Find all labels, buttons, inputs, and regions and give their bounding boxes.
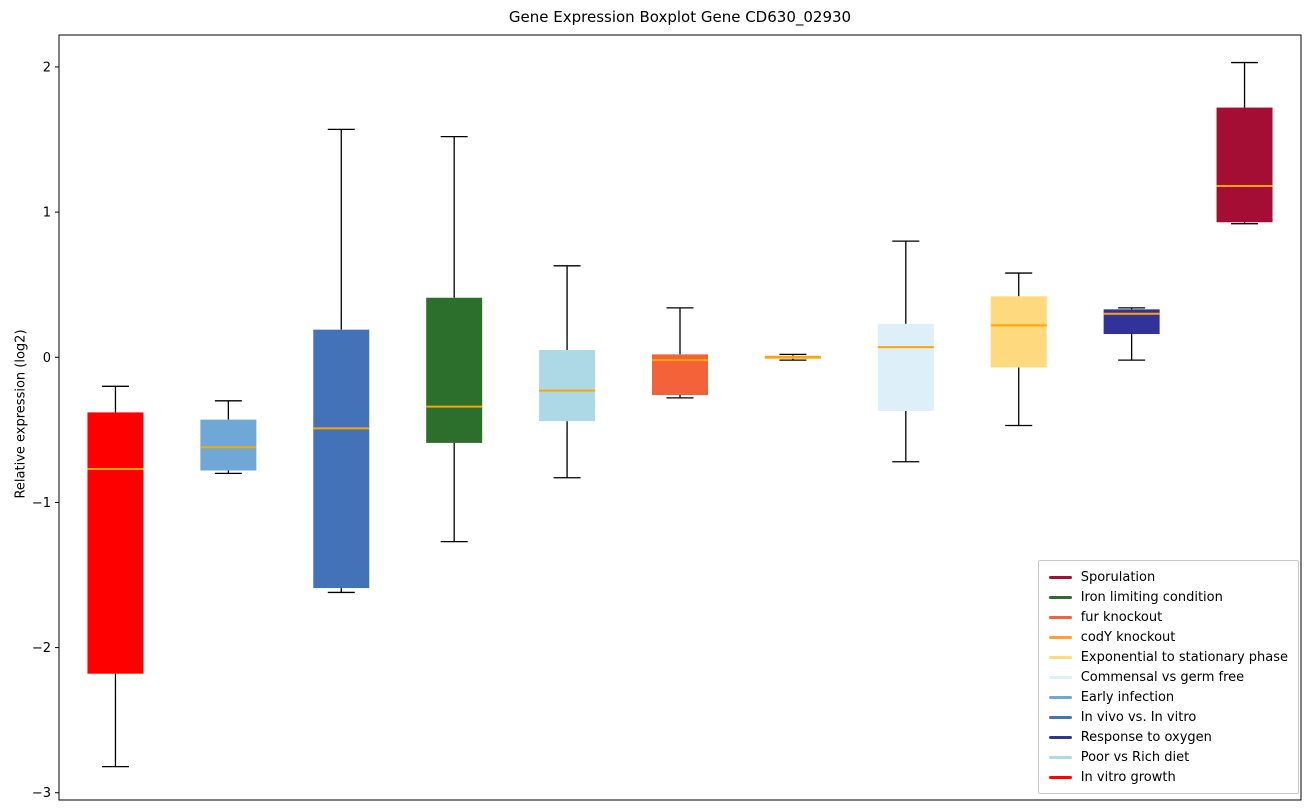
- box-rect: [87, 412, 144, 674]
- legend-label: Sporulation: [1080, 569, 1156, 585]
- boxplot-group-3: [313, 128, 370, 594]
- y-tick-label: −2: [32, 641, 51, 656]
- legend-swatch: [1048, 695, 1072, 699]
- legend: Sporulation Iron limiting condition fur kn…: [1037, 560, 1299, 794]
- boxplot-group-9: [990, 272, 1047, 427]
- legend-swatch: [1048, 715, 1072, 719]
- legend-item: In vivo vs. In vitro: [1048, 707, 1288, 727]
- legend-label: codY knockout: [1080, 629, 1176, 645]
- legend-label: Early infection: [1080, 689, 1175, 705]
- legend-label: Exponential to stationary phase: [1080, 649, 1288, 665]
- boxplot-group-7: [764, 353, 821, 361]
- legend-swatch: [1048, 655, 1072, 659]
- box-rect: [313, 329, 370, 589]
- legend-swatch: [1048, 735, 1072, 739]
- y-tick-label: 2: [43, 60, 51, 75]
- legend-item: Early infection: [1048, 687, 1288, 707]
- boxplot-group-1: [87, 385, 144, 768]
- legend-item: Poor vs Rich diet: [1048, 747, 1288, 767]
- boxplot-group-5: [539, 265, 596, 479]
- legend-swatch: [1048, 595, 1072, 599]
- box-rect: [539, 350, 596, 422]
- legend-label: Response to oxygen: [1080, 729, 1212, 745]
- y-tick-label: −1: [32, 496, 51, 511]
- axes-frame: [58, 34, 1302, 801]
- legend-item: In vitro growth: [1048, 767, 1288, 787]
- legend-item: Response to oxygen: [1048, 727, 1288, 747]
- y-tick-label: 0: [43, 351, 51, 366]
- y-tick-label: −3: [32, 786, 51, 801]
- legend-item: Sporulation: [1048, 567, 1288, 587]
- legend-item: Exponential to stationary phase: [1048, 647, 1288, 667]
- legend-label: Iron limiting condition: [1080, 589, 1223, 605]
- chart-title: Gene Expression Boxplot Gene CD630_02930: [508, 8, 852, 26]
- box-rect: [1216, 107, 1273, 223]
- boxplot-group-8: [877, 240, 934, 463]
- boxplot-group-2: [200, 400, 257, 475]
- y-tick-label: 1: [43, 206, 51, 221]
- legend-swatch: [1048, 615, 1072, 619]
- boxplot-group-6: [652, 307, 708, 399]
- legend-label: Commensal vs germ free: [1080, 669, 1245, 685]
- boxplot-group-4: [426, 135, 483, 543]
- legend-label: In vitro growth: [1080, 769, 1176, 785]
- box-rect: [200, 419, 257, 471]
- legend-swatch: [1048, 755, 1072, 759]
- boxplot-group-11: [1216, 61, 1273, 225]
- legend-swatch: [1048, 635, 1072, 639]
- legend-label: In vivo vs. In vitro: [1080, 709, 1197, 725]
- legend-swatch: [1048, 575, 1072, 579]
- legend-swatch: [1048, 675, 1072, 679]
- legend-item: fur knockout: [1048, 607, 1288, 627]
- legend-item: codY knockout: [1048, 627, 1288, 647]
- boxplot-group-10: [1103, 307, 1160, 361]
- legend-swatch: [1048, 775, 1072, 779]
- legend-item: Iron limiting condition: [1048, 587, 1288, 607]
- legend-label: Poor vs Rich diet: [1080, 749, 1190, 765]
- legend-label: fur knockout: [1080, 609, 1163, 625]
- box-rect: [990, 296, 1047, 368]
- box-rect: [426, 297, 483, 443]
- box-rect: [877, 323, 934, 411]
- legend-item: Commensal vs germ free: [1048, 667, 1288, 687]
